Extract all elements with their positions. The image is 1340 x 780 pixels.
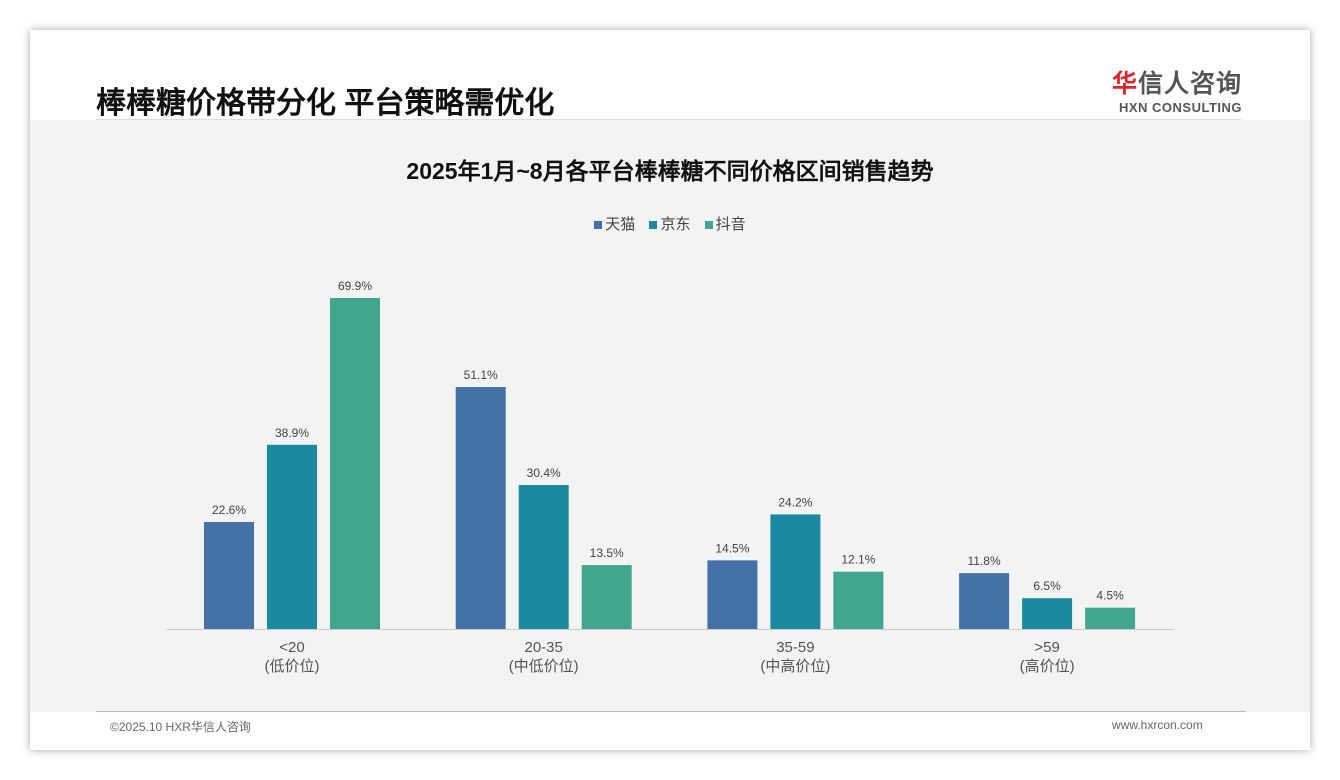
x-tick-label: <20 <box>279 639 304 656</box>
x-tick-sublabel: (低价位) <box>265 658 320 675</box>
x-tick-label: 20-35 <box>525 639 563 656</box>
x-tick-sublabel: (中高价位) <box>760 658 830 675</box>
data-label: 38.9% <box>275 426 309 440</box>
legend-item: 天猫 <box>594 216 635 233</box>
data-label: 6.5% <box>1033 579 1061 593</box>
bar <box>204 521 254 629</box>
data-label: 30.4% <box>527 466 561 480</box>
logo: 华信人咨询 HXN CONSULTING <box>1112 70 1243 115</box>
copyright: ©2025.10 HXR华信人咨询 <box>110 720 251 734</box>
x-tick-label: >59 <box>1034 639 1059 656</box>
data-label: 69.9% <box>338 279 372 293</box>
x-tick-sublabel: (高价位) <box>1020 658 1075 675</box>
bar <box>707 560 758 629</box>
bar <box>833 571 884 629</box>
data-label: 14.5% <box>715 541 749 555</box>
bar <box>267 444 317 629</box>
data-label: 24.2% <box>778 495 812 509</box>
bar <box>330 298 380 629</box>
x-tick-sublabel: (中低价位) <box>509 658 579 675</box>
bar <box>581 565 632 629</box>
data-label: 13.5% <box>590 546 624 560</box>
x-tick-label: 35-59 <box>776 639 814 656</box>
chart-title: 2025年1月~8月各平台棒棒糖不同价格区间销售趋势 <box>406 158 934 184</box>
legend-item: 抖音 <box>704 216 746 233</box>
page-title: 棒棒糖价格带分化 平台策略需优化 <box>96 87 555 120</box>
data-label: 4.5% <box>1096 589 1124 603</box>
footer-divider <box>96 711 1246 712</box>
website-link: www.hxrcon.com <box>1112 718 1203 732</box>
legend-item: 京东 <box>649 216 691 233</box>
header-divider <box>96 119 1241 120</box>
data-label: 22.6% <box>212 503 246 517</box>
bar <box>1085 607 1136 629</box>
legend: 天猫 京东 抖音 <box>0 213 1340 234</box>
data-label: 12.1% <box>841 553 875 567</box>
bar <box>518 485 569 629</box>
bar <box>770 514 821 629</box>
data-label: 51.1% <box>464 368 498 382</box>
bar <box>1022 598 1073 629</box>
bar <box>959 573 1010 629</box>
data-label: 11.8% <box>968 554 1001 568</box>
bar <box>455 387 506 629</box>
